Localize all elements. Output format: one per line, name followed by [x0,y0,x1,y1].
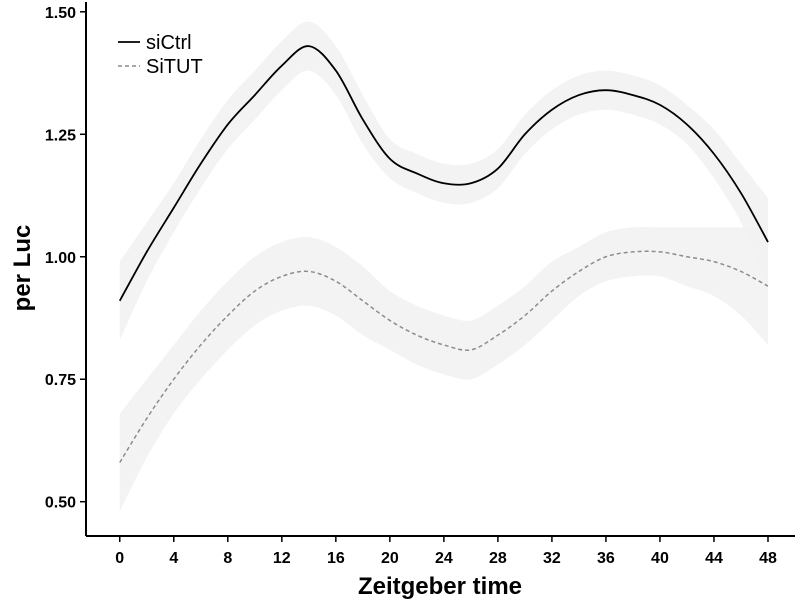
series-line-sictrl [118,45,769,302]
x-tick-label: 24 [435,550,453,567]
x-tick-label: 0 [115,550,124,567]
x-tick-label: 36 [597,550,615,567]
y-ticks: 0.50 0.75 1.00 1.25 1.50 [45,5,86,512]
y-tick-label: 0.75 [45,372,76,389]
ci-band-situt [119,226,768,512]
series-lines [118,45,769,463]
y-axis-title: per Luc [9,225,36,312]
ci-band-sictrl [119,21,768,341]
x-tick-label: 20 [381,550,399,567]
x-tick-label: 8 [223,550,232,567]
x-tick-label: 44 [705,550,723,567]
x-tick-label: 4 [169,550,178,567]
legend-label-situt: SiTUT [146,56,203,78]
confidence-bands [119,21,768,512]
y-tick-label: 1.50 [45,5,76,22]
x-tick-label: 12 [273,550,291,567]
x-ticks: 0 4 8 12 16 20 24 28 32 36 40 44 48 [115,536,777,567]
y-tick-label: 1.25 [45,127,76,144]
x-tick-label: 28 [489,550,507,567]
x-tick-label: 48 [759,550,777,567]
x-tick-label: 32 [543,550,561,567]
x-tick-label: 40 [651,550,669,567]
axes [85,2,795,537]
series-line-situt [119,250,769,463]
legend-label-sictrl: siCtrl [146,32,192,54]
x-tick-label: 16 [327,550,345,567]
y-tick-label: 1.00 [45,250,76,267]
x-axis-title: Zeitgeber time [358,573,522,600]
y-tick-label: 0.50 [45,495,76,512]
